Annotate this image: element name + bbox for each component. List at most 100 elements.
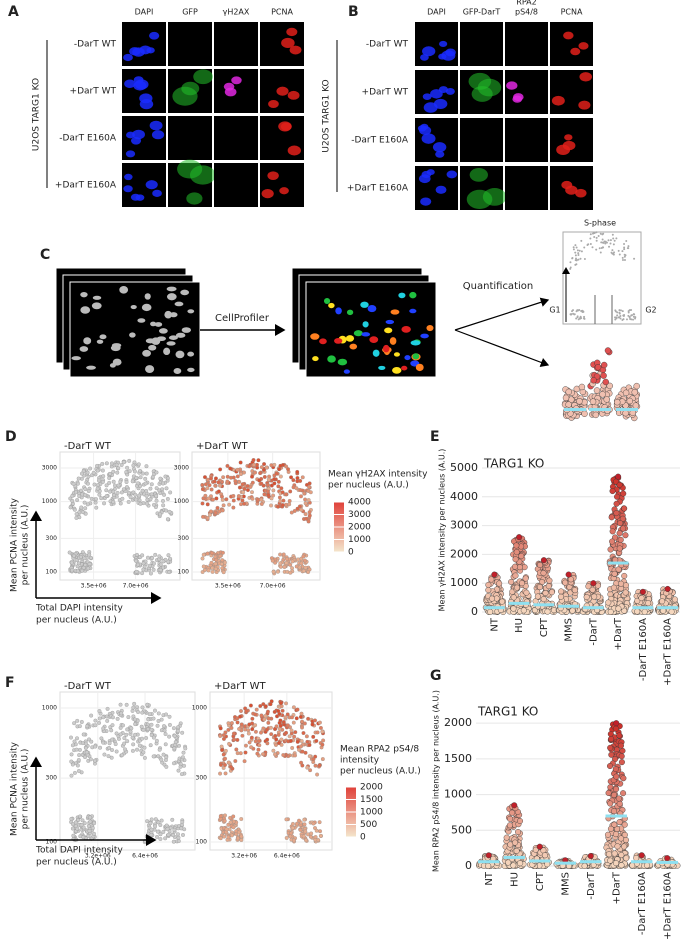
cell-point (72, 721, 77, 726)
nucleus (412, 353, 420, 360)
cell-point (297, 818, 301, 823)
cell-point (258, 471, 263, 476)
x-tick-label: CPT (535, 871, 546, 891)
plot-title: +DarT WT (214, 681, 266, 692)
cell-point (276, 732, 281, 737)
nucleus (563, 31, 574, 40)
cell-point (228, 466, 233, 471)
nucleus (578, 42, 589, 50)
channel-header: PCNA (561, 8, 583, 17)
micrograph (168, 116, 212, 160)
mini-swarm-point (592, 411, 600, 419)
cell-point (72, 553, 76, 558)
cell-point (107, 480, 112, 485)
swarm-point (616, 481, 623, 488)
cell-point (229, 765, 233, 769)
mini-point (611, 233, 614, 236)
cell-point (220, 497, 225, 502)
cell-point (284, 502, 288, 507)
cell-point (131, 463, 136, 468)
mini-point (601, 238, 604, 241)
cell-point (118, 479, 123, 484)
swarm-max (587, 853, 594, 860)
mini-point (583, 257, 586, 260)
nucleus (323, 298, 331, 304)
cell-point (138, 501, 143, 506)
mini-point (578, 249, 581, 252)
swarm-point (520, 607, 527, 614)
cell-point (259, 502, 264, 506)
cell-point (125, 739, 130, 744)
x-tick-label: 3.5e+06 (81, 583, 107, 590)
cell-point (239, 817, 244, 821)
nucleus (435, 150, 445, 158)
cell-point (83, 487, 88, 492)
swarm-max (485, 852, 492, 859)
cell-point (144, 464, 149, 469)
cell-point (221, 475, 226, 480)
cell-point (165, 826, 170, 831)
cell-point (229, 833, 234, 838)
x-tick-label: NT (489, 617, 500, 631)
mini-point (586, 243, 589, 246)
cell-point (295, 739, 300, 744)
cell-point (74, 515, 79, 520)
mini-point (623, 248, 626, 251)
cell-point (69, 773, 74, 778)
cell-point (114, 731, 119, 736)
y-axis-label: Mean γH2AX intensity per nucleus (A.U.) (438, 449, 447, 612)
cell-point (242, 501, 247, 506)
cell-point (161, 498, 165, 503)
arrow (454, 329, 550, 367)
cell-point (214, 496, 219, 501)
cell-point (141, 567, 146, 572)
cell-point (245, 488, 250, 493)
phase-label: G2 (645, 306, 656, 315)
cell-point (231, 494, 236, 498)
cell-point (172, 746, 177, 751)
cell-point (140, 710, 145, 715)
cell-point (86, 566, 91, 571)
cell-point (88, 466, 93, 471)
cell-point (249, 745, 254, 750)
swarm-point (512, 556, 519, 563)
cell-point (76, 758, 81, 762)
cell-point (119, 490, 124, 495)
swarm-point (605, 789, 612, 796)
mini-point (591, 246, 594, 249)
swarm-point (616, 530, 623, 537)
mini-point (618, 316, 621, 319)
cell-point (83, 745, 88, 750)
cell-point (315, 772, 320, 777)
cell-point (175, 728, 180, 733)
plot-title: -DarT WT (64, 681, 112, 692)
nucleus (71, 356, 81, 361)
x-tick-label: 7.0e+06 (123, 583, 149, 590)
cell-point (215, 505, 220, 510)
swarm-point (515, 829, 522, 836)
cell-point (82, 500, 87, 505)
cell-point (296, 557, 301, 562)
cell-point (201, 496, 206, 501)
nucleus (224, 87, 237, 97)
cell-point (278, 564, 283, 569)
mini-swarm-point (600, 372, 607, 379)
cell-point (280, 708, 285, 713)
cell-point (158, 562, 163, 567)
mini-point (593, 232, 596, 235)
swarm-point (645, 600, 652, 607)
cell-point (151, 567, 156, 572)
legend-tick-label: 2000 (360, 783, 383, 793)
cell-point (97, 720, 102, 725)
x-tick-label: -DarT E160A (637, 872, 648, 935)
cell-point (247, 722, 252, 727)
mini-point (591, 232, 594, 235)
mini-point (625, 318, 628, 321)
cell-point (102, 501, 107, 506)
cell-point (229, 475, 233, 480)
cell-point (281, 498, 286, 503)
mini-point (580, 239, 583, 242)
cell-point (305, 765, 310, 770)
cell-point (210, 565, 215, 570)
cell-point (263, 704, 268, 709)
